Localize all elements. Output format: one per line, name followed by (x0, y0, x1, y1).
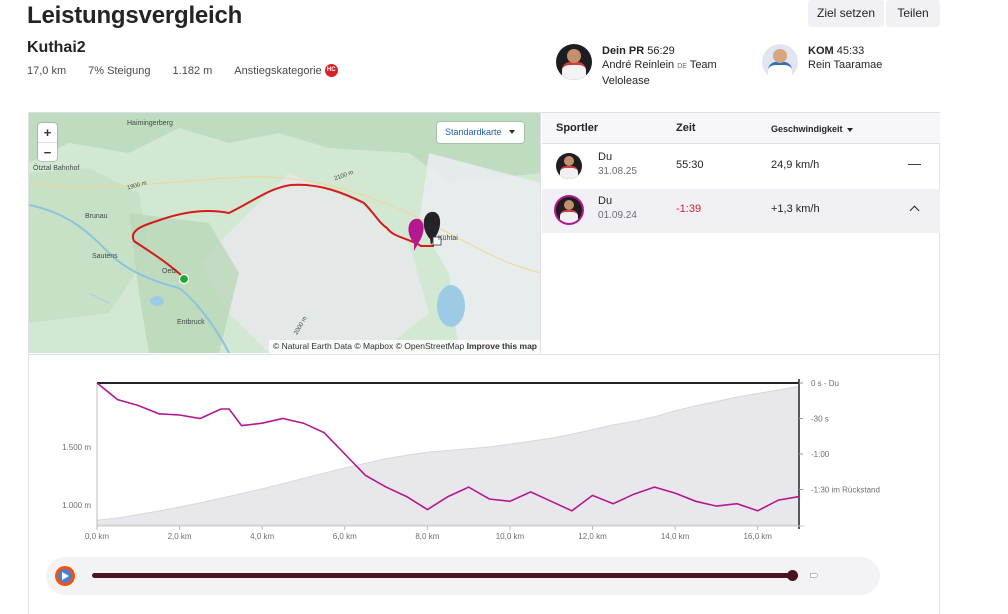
segment-stats: 17,0 km 7% Steigung 1.182 m Anstiegskate… (27, 64, 338, 77)
leaderboard-row[interactable]: Du 31.08.25 55:30 24,9 km/h — (542, 145, 940, 189)
gap-tick-label: -1:30 im Rückstand (811, 486, 880, 495)
leaderboard-row[interactable]: Du 01.09.24 -1:39 +1,3 km/h (542, 189, 940, 233)
x-tick-label: 8,0 km (415, 532, 439, 541)
map-zoom-controls: + − (38, 123, 57, 161)
map-terrain (29, 113, 540, 353)
set-goal-button[interactable]: Ziel setzen (808, 0, 884, 27)
pr-country: DE (677, 63, 687, 70)
avatar (556, 197, 582, 223)
playback-bar (46, 557, 880, 595)
row-athlete-name: Du (598, 151, 613, 163)
column-speed[interactable]: Geschwindigkeit (771, 124, 853, 134)
zoom-out-button[interactable]: − (38, 142, 57, 161)
share-button[interactable]: Teilen (886, 0, 940, 27)
elevation-gap-chart: 0,0 km 2,0 km 4,0 km 6,0 km 8,0 km 10,0 km 12,… (62, 379, 880, 541)
gap-tick-label: -30 s (811, 415, 829, 424)
attribution-text: © Natural Earth Data © Mapbox © OpenStre… (272, 341, 465, 351)
x-tick-label: 14,0 km (661, 532, 690, 541)
category-badge: HC (324, 64, 338, 77)
pr-team-rest: Velolease (602, 75, 650, 87)
x-tick-label: 4,0 km (250, 532, 274, 541)
x-tick-label: 0,0 km (85, 532, 109, 541)
kom-athlete-name[interactable]: Rein Taaramae (808, 59, 883, 71)
column-speed-label: Geschwindigkeit (771, 124, 843, 134)
time-gap-line (96, 382, 800, 512)
elevation-area (96, 385, 800, 526)
x-tick-label: 16,0 km (743, 532, 772, 541)
leaderboard: Sportler Zeit Geschwindigkeit Du 31.08.2… (542, 113, 940, 353)
playback-track-end (810, 573, 818, 578)
pr-avatar[interactable] (556, 44, 592, 80)
x-tick-label: 6,0 km (333, 532, 357, 541)
chevron-up-icon[interactable] (909, 205, 920, 216)
map-label-oetztal: Ötztal Bahnhof (33, 165, 80, 172)
segment-category-label: Anstiegskategorie (234, 64, 322, 77)
x-tick-label: 12,0 km (578, 532, 607, 541)
kom-label: KOM (808, 45, 834, 57)
play-icon (62, 572, 69, 580)
gap-tick-label: 0 s - Du (811, 379, 839, 388)
pr-athlete-name[interactable]: André Reinlein (602, 59, 675, 71)
playback-handle[interactable] (787, 570, 798, 581)
segment-grade: 7% Steigung (88, 64, 151, 77)
column-athlete: Sportler (556, 122, 599, 134)
map-label-kuehtai: Kühtai (438, 235, 458, 242)
kom-record: KOM 45:33 Rein Taaramae (762, 44, 882, 80)
kom-avatar[interactable] (762, 44, 798, 80)
chevron-down-icon (509, 130, 515, 134)
map-label-haimingerberg: Haimingerberg (127, 120, 173, 127)
pr-time: 56:29 (647, 45, 675, 57)
map-attribution: © Natural Earth Data © Mapbox © OpenStre… (268, 340, 540, 353)
map-label-brunau: Brunau (85, 213, 108, 220)
kom-time: 45:33 (836, 45, 865, 57)
elevation-tick-label: 1.500 m (62, 443, 91, 452)
row-speed-gap: +1,3 km/h (771, 203, 820, 215)
map-label-sautens: Sautens (92, 253, 118, 260)
comparison-card: Haimingerberg Ötztal Bahnhof Brunau Saut… (28, 112, 940, 614)
row-date: 01.09.24 (598, 210, 637, 221)
segment-name: Kuthai2 (27, 39, 86, 56)
playback-track[interactable] (92, 573, 798, 578)
sort-caret-icon (846, 127, 853, 132)
segment-map[interactable]: Haimingerberg Ötztal Bahnhof Brunau Saut… (29, 113, 541, 353)
row-date: 31.08.25 (598, 166, 637, 177)
row-athlete-name: Du (598, 195, 613, 207)
personal-record: Dein PR 56:29 André Reinlein DE Team Vel… (556, 44, 717, 88)
row-speed: 24,9 km/h (771, 159, 820, 171)
map-style-label: Standardkarte (445, 127, 502, 137)
column-time: Zeit (676, 122, 696, 134)
avatar (556, 153, 582, 179)
map-label-oetz: Oetz (162, 268, 177, 275)
row-toggle[interactable]: — (908, 156, 921, 171)
row-time: 55:30 (676, 159, 704, 171)
pr-team-first: Team (689, 59, 717, 71)
row-time-gap: -1:39 (676, 203, 702, 215)
pr-label: Dein PR (602, 45, 645, 57)
leaderboard-header: Sportler Zeit Geschwindigkeit (542, 113, 940, 144)
segment-elevation: 1.182 m (172, 64, 213, 77)
improve-map-link[interactable]: Improve this map (466, 341, 537, 351)
page-title: Leistungsvergleich (27, 2, 243, 29)
map-style-select[interactable]: Standardkarte (437, 122, 524, 143)
x-tick-label: 10,0 km (496, 532, 525, 541)
comparison-chart: 0,0 km 2,0 km 4,0 km 6,0 km 8,0 km 10,0 km 12,… (29, 354, 940, 614)
elevation-tick-label: 1.000 m (62, 501, 91, 510)
zoom-in-button[interactable]: + (43, 125, 52, 140)
map-label-entbruck: Entbruck (177, 319, 205, 326)
segment-distance: 17,0 km (27, 64, 67, 77)
x-tick-label: 2,0 km (168, 532, 192, 541)
gap-tick-label: -1:00 (811, 450, 830, 459)
